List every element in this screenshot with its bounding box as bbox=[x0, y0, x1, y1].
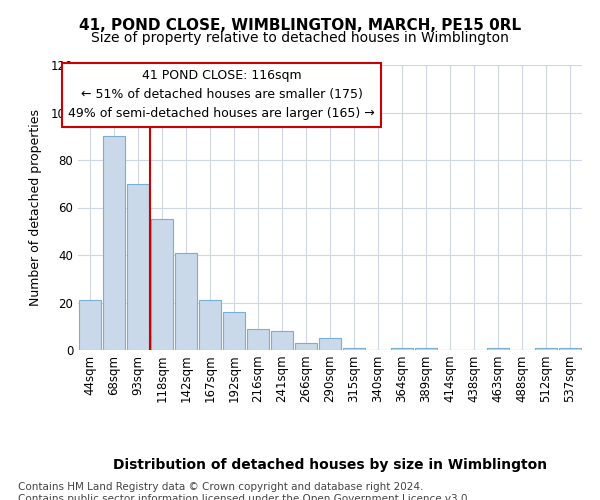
Bar bbox=[103, 136, 125, 350]
Text: 41, POND CLOSE, WIMBLINGTON, MARCH, PE15 0RL: 41, POND CLOSE, WIMBLINGTON, MARCH, PE15… bbox=[79, 18, 521, 32]
Bar bbox=[559, 348, 581, 350]
Bar bbox=[223, 312, 245, 350]
Bar bbox=[79, 300, 101, 350]
Bar bbox=[199, 300, 221, 350]
Bar bbox=[271, 331, 293, 350]
Y-axis label: Number of detached properties: Number of detached properties bbox=[29, 109, 43, 306]
Text: Contains HM Land Registry data © Crown copyright and database right 2024.
Contai: Contains HM Land Registry data © Crown c… bbox=[18, 482, 471, 500]
Bar bbox=[415, 348, 437, 350]
Bar bbox=[295, 343, 317, 350]
Bar bbox=[487, 348, 509, 350]
Bar bbox=[151, 220, 173, 350]
Bar bbox=[319, 338, 341, 350]
Bar bbox=[535, 348, 557, 350]
Bar bbox=[391, 348, 413, 350]
Text: Size of property relative to detached houses in Wimblington: Size of property relative to detached ho… bbox=[91, 31, 509, 45]
Text: Distribution of detached houses by size in Wimblington: Distribution of detached houses by size … bbox=[113, 458, 547, 472]
Bar bbox=[175, 252, 197, 350]
Text: 41 POND CLOSE: 116sqm
← 51% of detached houses are smaller (175)
49% of semi-det: 41 POND CLOSE: 116sqm ← 51% of detached … bbox=[68, 70, 375, 120]
Bar bbox=[343, 348, 365, 350]
Bar bbox=[127, 184, 149, 350]
Bar bbox=[247, 328, 269, 350]
